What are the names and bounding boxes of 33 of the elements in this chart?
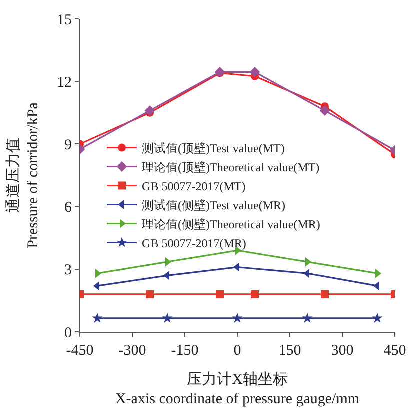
legend-label: GB 50077-2017(MT) (142, 179, 246, 194)
y-axis-title: 通道压力值 Pressure of corridor/kPa (4, 102, 42, 248)
y-tick-label: 6 (64, 200, 72, 216)
y-tick-label: 0 (64, 325, 72, 342)
point (372, 312, 383, 323)
legend-label: 测试值(侧壁)Test value(MR) (142, 198, 286, 212)
x-tick-label: 300 (331, 343, 354, 359)
point (250, 67, 260, 78)
x-tick-label: 0 (234, 343, 242, 359)
point (321, 290, 329, 298)
point (144, 106, 156, 116)
legend-label: 理论值(顶壁)Theoretical value(MT) (142, 160, 320, 174)
x-tick-label: -150 (171, 343, 199, 359)
legend-label: 理论值(侧壁)Theoretical value(MR) (142, 217, 320, 232)
point (216, 290, 224, 298)
point (251, 290, 259, 298)
point (320, 106, 330, 116)
point (302, 312, 313, 323)
legend-label: 测试值(顶壁)Test value(MT) (142, 141, 285, 156)
y-tick-label: 15 (57, 12, 72, 28)
x-tick-label: -300 (118, 343, 146, 359)
y-tick-label: 3 (64, 262, 72, 279)
legend-label: GB 50077-2017(MR) (142, 236, 246, 250)
x-tick-label: -450 (66, 343, 94, 359)
x-tick-label: 450 (384, 343, 406, 359)
point (232, 312, 243, 323)
y-tick-label: 9 (64, 137, 72, 154)
point (162, 312, 173, 323)
x-tick-label: 150 (278, 343, 302, 359)
y-tick-label: 12 (57, 74, 72, 91)
point (146, 290, 154, 298)
x-axis-title: 压力计X轴坐标 X-axis coordinate of pressure gauge/mm (115, 371, 360, 408)
point (92, 312, 103, 323)
